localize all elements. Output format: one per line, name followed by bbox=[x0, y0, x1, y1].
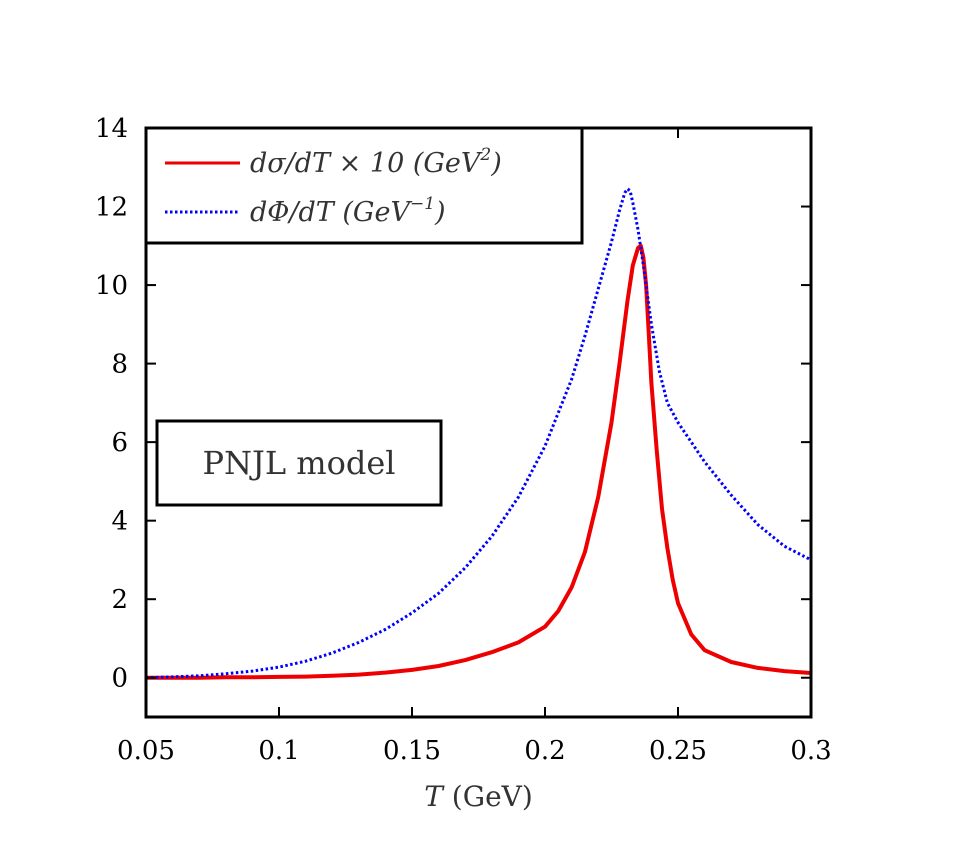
annotation-text: PNJL model bbox=[202, 444, 395, 482]
legend-label-dphi-sup: −1 bbox=[410, 194, 435, 214]
y-tick-label: 0 bbox=[111, 664, 128, 694]
series-line-dphi bbox=[146, 187, 811, 680]
x-axis-label-var: T bbox=[424, 780, 445, 813]
annotation: PNJL model bbox=[155, 419, 443, 507]
legend-label-dphi-tail: ) bbox=[434, 197, 446, 228]
annotation-box bbox=[155, 419, 443, 507]
x-axis-label-unit: (GeV) bbox=[443, 780, 533, 813]
y-tick-label: 6 bbox=[111, 428, 128, 458]
series-line-dsigma bbox=[146, 243, 811, 680]
y-tick-label: 8 bbox=[111, 350, 128, 380]
x-tick-label: 0.2 bbox=[524, 736, 565, 766]
x-tick-label: 0.15 bbox=[383, 736, 441, 766]
series-curves bbox=[146, 187, 811, 680]
legend-label-dphi-main: dΦ/dT (GeV bbox=[250, 197, 412, 228]
x-tick-label: 0.1 bbox=[258, 736, 299, 766]
y-tick-label: 12 bbox=[95, 193, 128, 223]
legend-label-dsigma-sup: 2 bbox=[479, 145, 491, 165]
y-tick-label: 4 bbox=[111, 507, 128, 537]
y-tick-label: 14 bbox=[95, 114, 128, 144]
legend-box bbox=[144, 126, 584, 245]
legend-label-dsigma-main: dσ/dT × 10 (GeV bbox=[250, 148, 483, 179]
x-tick-label: 0.05 bbox=[117, 736, 175, 766]
x-tick-label: 0.25 bbox=[649, 736, 707, 766]
x-axis-label: T (GeV) bbox=[424, 780, 533, 813]
legend-label-dsigma: dσ/dT × 10 (GeV2) bbox=[250, 145, 502, 179]
legend: dσ/dT × 10 (GeV2) dΦ/dT (GeV−1) bbox=[144, 126, 584, 245]
y-tick-label: 10 bbox=[95, 271, 128, 301]
y-tick-label: 2 bbox=[111, 585, 128, 615]
legend-label-dphi: dΦ/dT (GeV−1) bbox=[250, 194, 446, 228]
tick-labels: 0.05 0.1 0.15 0.2 0.25 0.3 0 2 4 6 8 10 12 14 bbox=[95, 114, 832, 766]
x-tick-label: 0.3 bbox=[790, 736, 831, 766]
legend-label-dsigma-tail: ) bbox=[490, 148, 502, 179]
